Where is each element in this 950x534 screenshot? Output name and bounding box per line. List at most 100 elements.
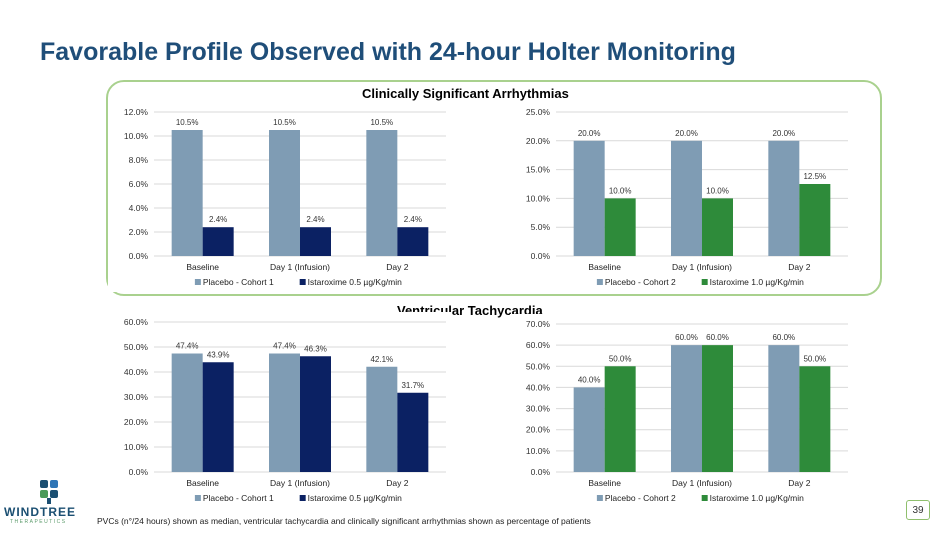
- x-tick-label: Day 2: [788, 478, 810, 488]
- x-tick-label: Baseline: [588, 262, 621, 272]
- data-label: 46.3%: [304, 344, 327, 353]
- y-tick-label: 0.0%: [531, 251, 551, 261]
- page-number: 39: [906, 500, 930, 520]
- bar: [799, 184, 831, 256]
- chart-arrhythmia-cohort-2: 0.0% 5.0% 10.0% 15.0% 20.0% 25.0% 20.0% 10.0% Ba…: [510, 102, 854, 292]
- y-tick-label: 20.0%: [526, 425, 551, 435]
- y-tick-label: 40.0%: [124, 367, 149, 377]
- bar: [768, 140, 800, 256]
- bar: [573, 387, 605, 472]
- bar: [269, 130, 300, 256]
- x-tick-label: Baseline: [186, 478, 219, 488]
- y-tick-label: 20.0%: [526, 136, 551, 146]
- data-label: 10.5%: [273, 118, 296, 127]
- legend-label: Istaroxime 0.5 µg/Kg/min: [308, 277, 402, 287]
- chart-vt-cohort-2: 0.0% 10.0% 20.0% 30.0% 40.0% 50.0% 60.0% 70.0% 4…: [510, 314, 854, 508]
- logo-subtext: THERAPEUTICS: [10, 519, 67, 525]
- legend-label: Placebo - Cohort 1: [203, 493, 274, 503]
- bar: [366, 130, 398, 256]
- data-label: 2.4%: [209, 215, 227, 224]
- chart-svg: 0.0% 10.0% 20.0% 30.0% 40.0% 50.0% 60.0% 47.4% 4…: [124, 317, 446, 503]
- x-tick-label: Baseline: [186, 262, 219, 272]
- y-tick-label: 0.0%: [129, 467, 149, 477]
- y-tick-label: 50.0%: [124, 342, 149, 352]
- y-tick-label: 60.0%: [526, 340, 551, 350]
- legend-swatch: [194, 495, 201, 501]
- data-label: 50.0%: [609, 354, 632, 363]
- data-label: 40.0%: [578, 375, 601, 384]
- tree-icon: [40, 480, 58, 504]
- data-label: 20.0%: [578, 129, 601, 138]
- footnote: PVCs (n°/24 hours) shown as median, vent…: [97, 516, 591, 526]
- arrhythmia-frame: [106, 80, 882, 296]
- legend-swatch: [194, 279, 201, 285]
- data-label: 43.9%: [207, 350, 230, 359]
- y-tick-label: 12.0%: [124, 107, 149, 117]
- bar: [702, 345, 733, 472]
- legend-label: Placebo - Cohort 1: [203, 277, 274, 287]
- bar: [300, 356, 331, 472]
- data-label: 47.4%: [273, 342, 296, 351]
- windtree-logo: [14, 478, 94, 518]
- data-label: 20.0%: [772, 129, 795, 138]
- y-tick-label: 15.0%: [526, 165, 551, 175]
- bar: [671, 140, 702, 256]
- legend-label: Istaroxime 1.0 µg/Kg/min: [710, 493, 804, 503]
- chart-svg: 0.0% 10.0% 20.0% 30.0% 40.0% 50.0% 60.0% 70.0% 4…: [526, 319, 848, 503]
- y-tick-label: 0.0%: [531, 467, 551, 477]
- slide-title: Favorable Profile Observed with 24-hour …: [40, 38, 736, 66]
- y-tick-label: 40.0%: [526, 382, 551, 392]
- x-tick-label: Day 1 (Infusion): [270, 262, 330, 272]
- data-label: 10.5%: [176, 118, 199, 127]
- data-label: 50.0%: [803, 354, 826, 363]
- y-tick-label: 10.0%: [124, 442, 149, 452]
- y-tick-label: 10.0%: [124, 131, 149, 141]
- data-label: 60.0%: [772, 333, 795, 342]
- y-tick-label: 30.0%: [526, 404, 551, 414]
- data-label: 2.4%: [306, 215, 324, 224]
- legend-label: Placebo - Cohort 2: [605, 493, 676, 503]
- legend-swatch: [596, 495, 603, 501]
- bar: [799, 366, 831, 472]
- y-tick-label: 4.0%: [129, 203, 149, 213]
- data-label: 10.0%: [706, 186, 729, 195]
- x-tick-label: Day 1 (Infusion): [672, 262, 732, 272]
- data-label: 60.0%: [706, 333, 729, 342]
- bar: [702, 198, 733, 256]
- x-tick-label: Baseline: [588, 478, 621, 488]
- bar: [202, 362, 234, 472]
- chart-svg: 0.0% 2.0% 4.0% 6.0% 8.0% 10.0% 12.0% 10.5% 2.4% B…: [124, 107, 446, 287]
- legend-label: Placebo - Cohort 2: [605, 277, 676, 287]
- bar: [202, 227, 234, 256]
- y-tick-label: 10.0%: [526, 193, 551, 203]
- y-tick-label: 10.0%: [526, 446, 551, 456]
- legend-swatch: [299, 279, 306, 285]
- y-tick-label: 70.0%: [526, 319, 551, 329]
- data-label: 10.5%: [370, 118, 393, 127]
- legend-swatch: [701, 495, 708, 501]
- y-tick-label: 0.0%: [129, 251, 149, 261]
- data-label: 31.7%: [401, 381, 424, 390]
- y-tick-label: 50.0%: [526, 361, 551, 371]
- y-tick-label: 6.0%: [129, 179, 149, 189]
- logo-wordmark: WINDTREE: [4, 505, 76, 519]
- bar: [269, 353, 300, 472]
- legend-swatch: [596, 279, 603, 285]
- x-tick-label: Day 1 (Infusion): [270, 478, 330, 488]
- x-tick-label: Day 2: [788, 262, 810, 272]
- legend-swatch: [701, 279, 708, 285]
- chart-arrhythmia-cohort-1: 0.0% 2.0% 4.0% 6.0% 8.0% 10.0% 12.0% 10.5% 2.4% B…: [108, 102, 452, 292]
- bar: [171, 130, 203, 256]
- bar: [397, 227, 429, 256]
- bar: [366, 366, 398, 472]
- y-tick-label: 60.0%: [124, 317, 149, 327]
- y-tick-label: 30.0%: [124, 392, 149, 402]
- y-tick-label: 8.0%: [129, 155, 149, 165]
- bar: [300, 227, 331, 256]
- chart-vt-cohort-1: 0.0% 10.0% 20.0% 30.0% 40.0% 50.0% 60.0% 47.4% 4…: [108, 312, 452, 508]
- x-tick-label: Day 2: [386, 262, 408, 272]
- y-tick-label: 2.0%: [129, 227, 149, 237]
- y-tick-label: 20.0%: [124, 417, 149, 427]
- bar: [604, 366, 636, 472]
- bar: [768, 345, 800, 472]
